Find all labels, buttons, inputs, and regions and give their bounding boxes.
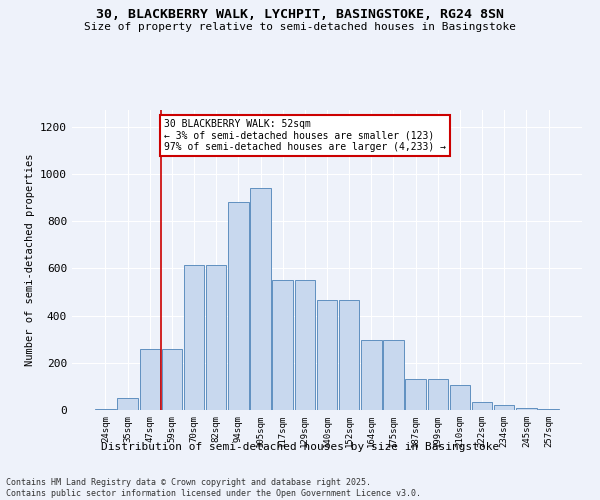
Bar [361, 340, 382, 410]
Bar [295, 280, 315, 410]
Bar [250, 188, 271, 410]
Bar [161, 348, 182, 410]
Bar [383, 340, 404, 410]
Bar [472, 402, 493, 410]
Bar [228, 202, 248, 410]
Text: 30, BLACKBERRY WALK, LYCHPIT, BASINGSTOKE, RG24 8SN: 30, BLACKBERRY WALK, LYCHPIT, BASINGSTOK… [96, 8, 504, 20]
Bar [95, 409, 116, 410]
Bar [184, 264, 204, 410]
Bar [206, 264, 226, 410]
Bar [406, 380, 426, 410]
Bar [140, 348, 160, 410]
Bar [494, 406, 514, 410]
Bar [516, 408, 536, 410]
Text: 30 BLACKBERRY WALK: 52sqm
← 3% of semi-detached houses are smaller (123)
97% of : 30 BLACKBERRY WALK: 52sqm ← 3% of semi-d… [164, 119, 446, 152]
Bar [339, 300, 359, 410]
Bar [450, 385, 470, 410]
Text: Size of property relative to semi-detached houses in Basingstoke: Size of property relative to semi-detach… [84, 22, 516, 32]
Bar [272, 280, 293, 410]
Text: Distribution of semi-detached houses by size in Basingstoke: Distribution of semi-detached houses by … [101, 442, 499, 452]
Y-axis label: Number of semi-detached properties: Number of semi-detached properties [25, 154, 35, 366]
Bar [538, 409, 559, 410]
Bar [118, 398, 138, 410]
Text: Contains HM Land Registry data © Crown copyright and database right 2025.
Contai: Contains HM Land Registry data © Crown c… [6, 478, 421, 498]
Bar [428, 380, 448, 410]
Bar [317, 300, 337, 410]
